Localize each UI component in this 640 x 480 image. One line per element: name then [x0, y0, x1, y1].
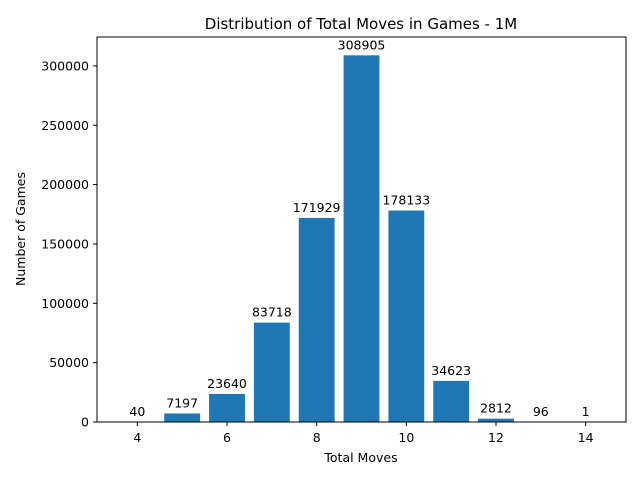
bar-12: [478, 418, 514, 422]
data-label-9: 308905: [338, 37, 386, 52]
plot-frame: [96, 36, 627, 423]
bar-9: [343, 55, 380, 423]
y-tick-label-150000: 150000: [41, 236, 89, 251]
y-axis-label: Number of Games: [13, 172, 28, 286]
data-label-13: 96: [533, 404, 549, 419]
x-axis-label: Total Moves: [323, 450, 397, 465]
x-tick-label-14: 14: [578, 430, 594, 445]
x-tick-label-8: 8: [313, 430, 321, 445]
data-labels-group: 40 7197 23640 83718 171929 308905 178133 34623 2…: [129, 37, 589, 419]
data-label-7: 83718: [252, 305, 292, 320]
data-label-11: 34623: [431, 363, 471, 378]
data-label-10: 178133: [382, 193, 430, 208]
data-label-5: 7197: [166, 395, 198, 410]
y-tick-label-0: 0: [81, 415, 89, 430]
y-axis-ticks: 0 50000 100000 150000 200000 250000 300000: [41, 58, 97, 430]
data-label-4: 40: [129, 404, 145, 419]
bar-10: [388, 210, 425, 422]
x-tick-label-10: 10: [398, 430, 414, 445]
x-tick-label-6: 6: [223, 430, 231, 445]
data-label-6: 23640: [207, 376, 247, 391]
x-axis-ticks: 4 6 8 10 12 14: [133, 422, 594, 445]
y-tick-label-200000: 200000: [41, 177, 89, 192]
data-label-8: 171929: [293, 200, 341, 215]
data-label-12: 2812: [480, 401, 512, 416]
bar-7: [253, 322, 290, 422]
y-tick-label-100000: 100000: [41, 296, 89, 311]
y-tick-label-250000: 250000: [41, 118, 89, 133]
y-tick-label-300000: 300000: [41, 58, 89, 73]
bar-5: [164, 413, 201, 422]
x-tick-label-12: 12: [488, 430, 504, 445]
x-tick-label-4: 4: [133, 430, 141, 445]
y-tick-label-50000: 50000: [49, 355, 89, 370]
bar-6: [209, 393, 245, 422]
bars-group: [119, 55, 604, 423]
bar-11: [433, 380, 470, 422]
chart-title: Distribution of Total Moves in Games - 1…: [205, 15, 517, 33]
bar-8: [298, 217, 335, 422]
data-label-14: 1: [582, 404, 590, 419]
